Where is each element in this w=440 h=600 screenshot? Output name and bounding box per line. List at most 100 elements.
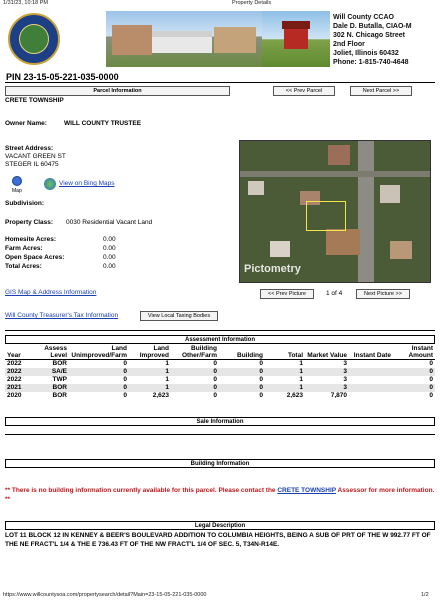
globe-icon[interactable] <box>44 178 56 190</box>
property-class-value: 0030 Residential Vacant Land <box>66 219 153 226</box>
office-address: Will County CCAO Dale D. Butalla, CIAO-M… <box>333 13 412 67</box>
farm-acres-value: 0.00 <box>103 245 116 252</box>
banner-photo-buildings <box>106 11 262 67</box>
col-instant-amount: Instant Amount <box>393 345 435 360</box>
table-cell: 0 <box>123 392 127 399</box>
prev-picture-button[interactable]: << Prev Picture <box>260 289 314 299</box>
office-street: 302 N. Chicago Street <box>333 32 405 39</box>
table-cell: BOR <box>31 384 69 392</box>
legal-description-text: LOT 11 BLOCK 12 IN KENNEY & BEER'S BOULE… <box>5 532 431 548</box>
township-assessor-link[interactable]: CRETE TOWNSHIP <box>277 487 336 494</box>
table-cell: 0 <box>69 368 129 376</box>
table-cell: 2021 <box>5 384 31 392</box>
table-cell: 7,870 <box>330 392 347 399</box>
homesite-acres-label: Homesite Acres: <box>5 236 57 243</box>
table-cell: 2,623 <box>286 392 303 399</box>
treasurer-tax-link[interactable]: Will County Treasurer's Tax Information <box>5 312 119 319</box>
next-picture-button[interactable]: Next Picture >> <box>356 289 410 299</box>
table-cell: 1 <box>265 384 305 392</box>
table-cell: 0 <box>213 360 217 367</box>
table-cell: SA/E <box>31 368 69 376</box>
col-land-improved: Land Improved <box>129 345 171 360</box>
office-phone: Phone: 1-815-740-4648 <box>333 59 409 66</box>
table-cell: 1 <box>299 360 303 367</box>
building-info-header: Building Information <box>5 459 435 468</box>
view-taxing-bodies-button[interactable]: View Local Taxing Bodies <box>140 311 218 321</box>
assessment-info-header: Assessment Information <box>5 335 435 344</box>
table-cell: 0 <box>259 392 263 399</box>
table-cell: 0 <box>171 384 219 392</box>
total-acres-value: 0.00 <box>103 263 116 270</box>
divider <box>5 330 435 331</box>
building-notice-suffix: Assessor for more information. ** <box>5 487 435 503</box>
table-cell <box>349 368 393 376</box>
county-banner: Will County CCAO Dale D. Butalla, CIAO-M… <box>6 9 434 69</box>
open-space-acres-label: Open Space Acres: <box>5 254 65 261</box>
table-row: 2022 SA/E 0 1 0 0 1 3 0 <box>5 368 435 376</box>
table-cell: 2,623 <box>152 392 169 399</box>
township-name: CRETE TOWNSHIP <box>5 97 64 104</box>
building-notice: ** There is no building information curr… <box>5 486 435 504</box>
gis-map-link[interactable]: GIS Map & Address Information <box>5 289 97 296</box>
aerial-photo: Pictometry <box>239 140 431 283</box>
table-cell <box>349 384 393 392</box>
table-cell: BOR <box>52 392 67 399</box>
table-cell: 1 <box>129 384 171 392</box>
table-cell: 2020 <box>7 392 22 399</box>
county-seal-icon <box>8 13 60 65</box>
table-cell: 3 <box>305 368 349 376</box>
table-cell: 0 <box>429 392 433 399</box>
table-cell: 2022 <box>7 376 22 383</box>
picture-counter: 1 of 4 <box>326 290 343 297</box>
bing-maps-link[interactable]: View on Bing Maps <box>59 180 115 187</box>
building-notice-prefix: ** There is no building information curr… <box>5 487 278 494</box>
col-total: Total <box>265 345 305 360</box>
office-floor: 2nd Floor <box>333 41 365 48</box>
office-officer: Dale D. Butalla, CIAO-M <box>333 23 412 30</box>
footer-url: https://www.willcountysoa.com/propertyse… <box>3 592 207 598</box>
table-cell: 3 <box>343 360 347 367</box>
owner-name-label: Owner Name: <box>5 120 47 127</box>
table-cell: 0 <box>123 360 127 367</box>
table-cell: 0 <box>69 384 129 392</box>
street-address-line1: VACANT GREEN ST <box>5 153 66 160</box>
table-cell: 0 <box>219 384 265 392</box>
table-cell: 1 <box>129 368 171 376</box>
table-cell: TWP <box>52 376 67 383</box>
table-cell: 0 <box>429 360 433 367</box>
pictometry-watermark: Pictometry <box>244 263 301 275</box>
col-assess-level: Assess Level <box>31 345 69 360</box>
table-cell: 0 <box>393 368 435 376</box>
table-cell <box>349 376 393 384</box>
parcel-info-header: Parcel Information <box>5 86 230 96</box>
table-cell: 0 <box>171 368 219 376</box>
table-row: 2022 TWP 0 1 0 0 1 3 0 <box>5 376 435 384</box>
banner-photo-barn <box>262 11 330 67</box>
divider <box>5 82 435 83</box>
table-cell: 1 <box>265 368 305 376</box>
table-cell: 3 <box>343 376 347 383</box>
office-name: Will County CCAO <box>333 14 394 21</box>
col-building: Building <box>219 345 265 360</box>
table-cell: 2022 <box>5 368 31 376</box>
office-city: Joliet, Illinois 60432 <box>333 50 399 57</box>
table-cell <box>349 392 393 400</box>
table-row: 2020 BOR 0 2,623 0 0 2,623 7,870 0 <box>5 392 435 400</box>
table-row: 2021 BOR 0 1 0 0 1 3 0 <box>5 384 435 392</box>
next-parcel-button[interactable]: Next Parcel >> <box>350 86 412 96</box>
sale-info-header: Sale Information <box>5 417 435 426</box>
legal-description-header: Legal Description <box>5 521 435 530</box>
table-cell: 0 <box>213 392 217 399</box>
col-land-unimproved: Land Unimproved/Farm <box>69 345 129 360</box>
table-cell: 2022 <box>7 360 22 367</box>
print-date: 1/31/23, 10:18 PM <box>3 0 48 6</box>
map-pin-icon[interactable] <box>12 176 22 186</box>
col-market-value: Market Value <box>305 345 349 360</box>
table-row: 2022 BOR 0 1 0 0 1 3 0 <box>5 360 435 369</box>
table-cell: 1 <box>165 360 169 367</box>
farm-acres-label: Farm Acres: <box>5 245 43 252</box>
table-cell <box>349 360 393 369</box>
table-cell: 0 <box>123 376 127 383</box>
prev-parcel-button[interactable]: << Prev Parcel <box>273 86 335 96</box>
pin-number: PIN 23-15-05-221-035-0000 <box>6 72 119 82</box>
